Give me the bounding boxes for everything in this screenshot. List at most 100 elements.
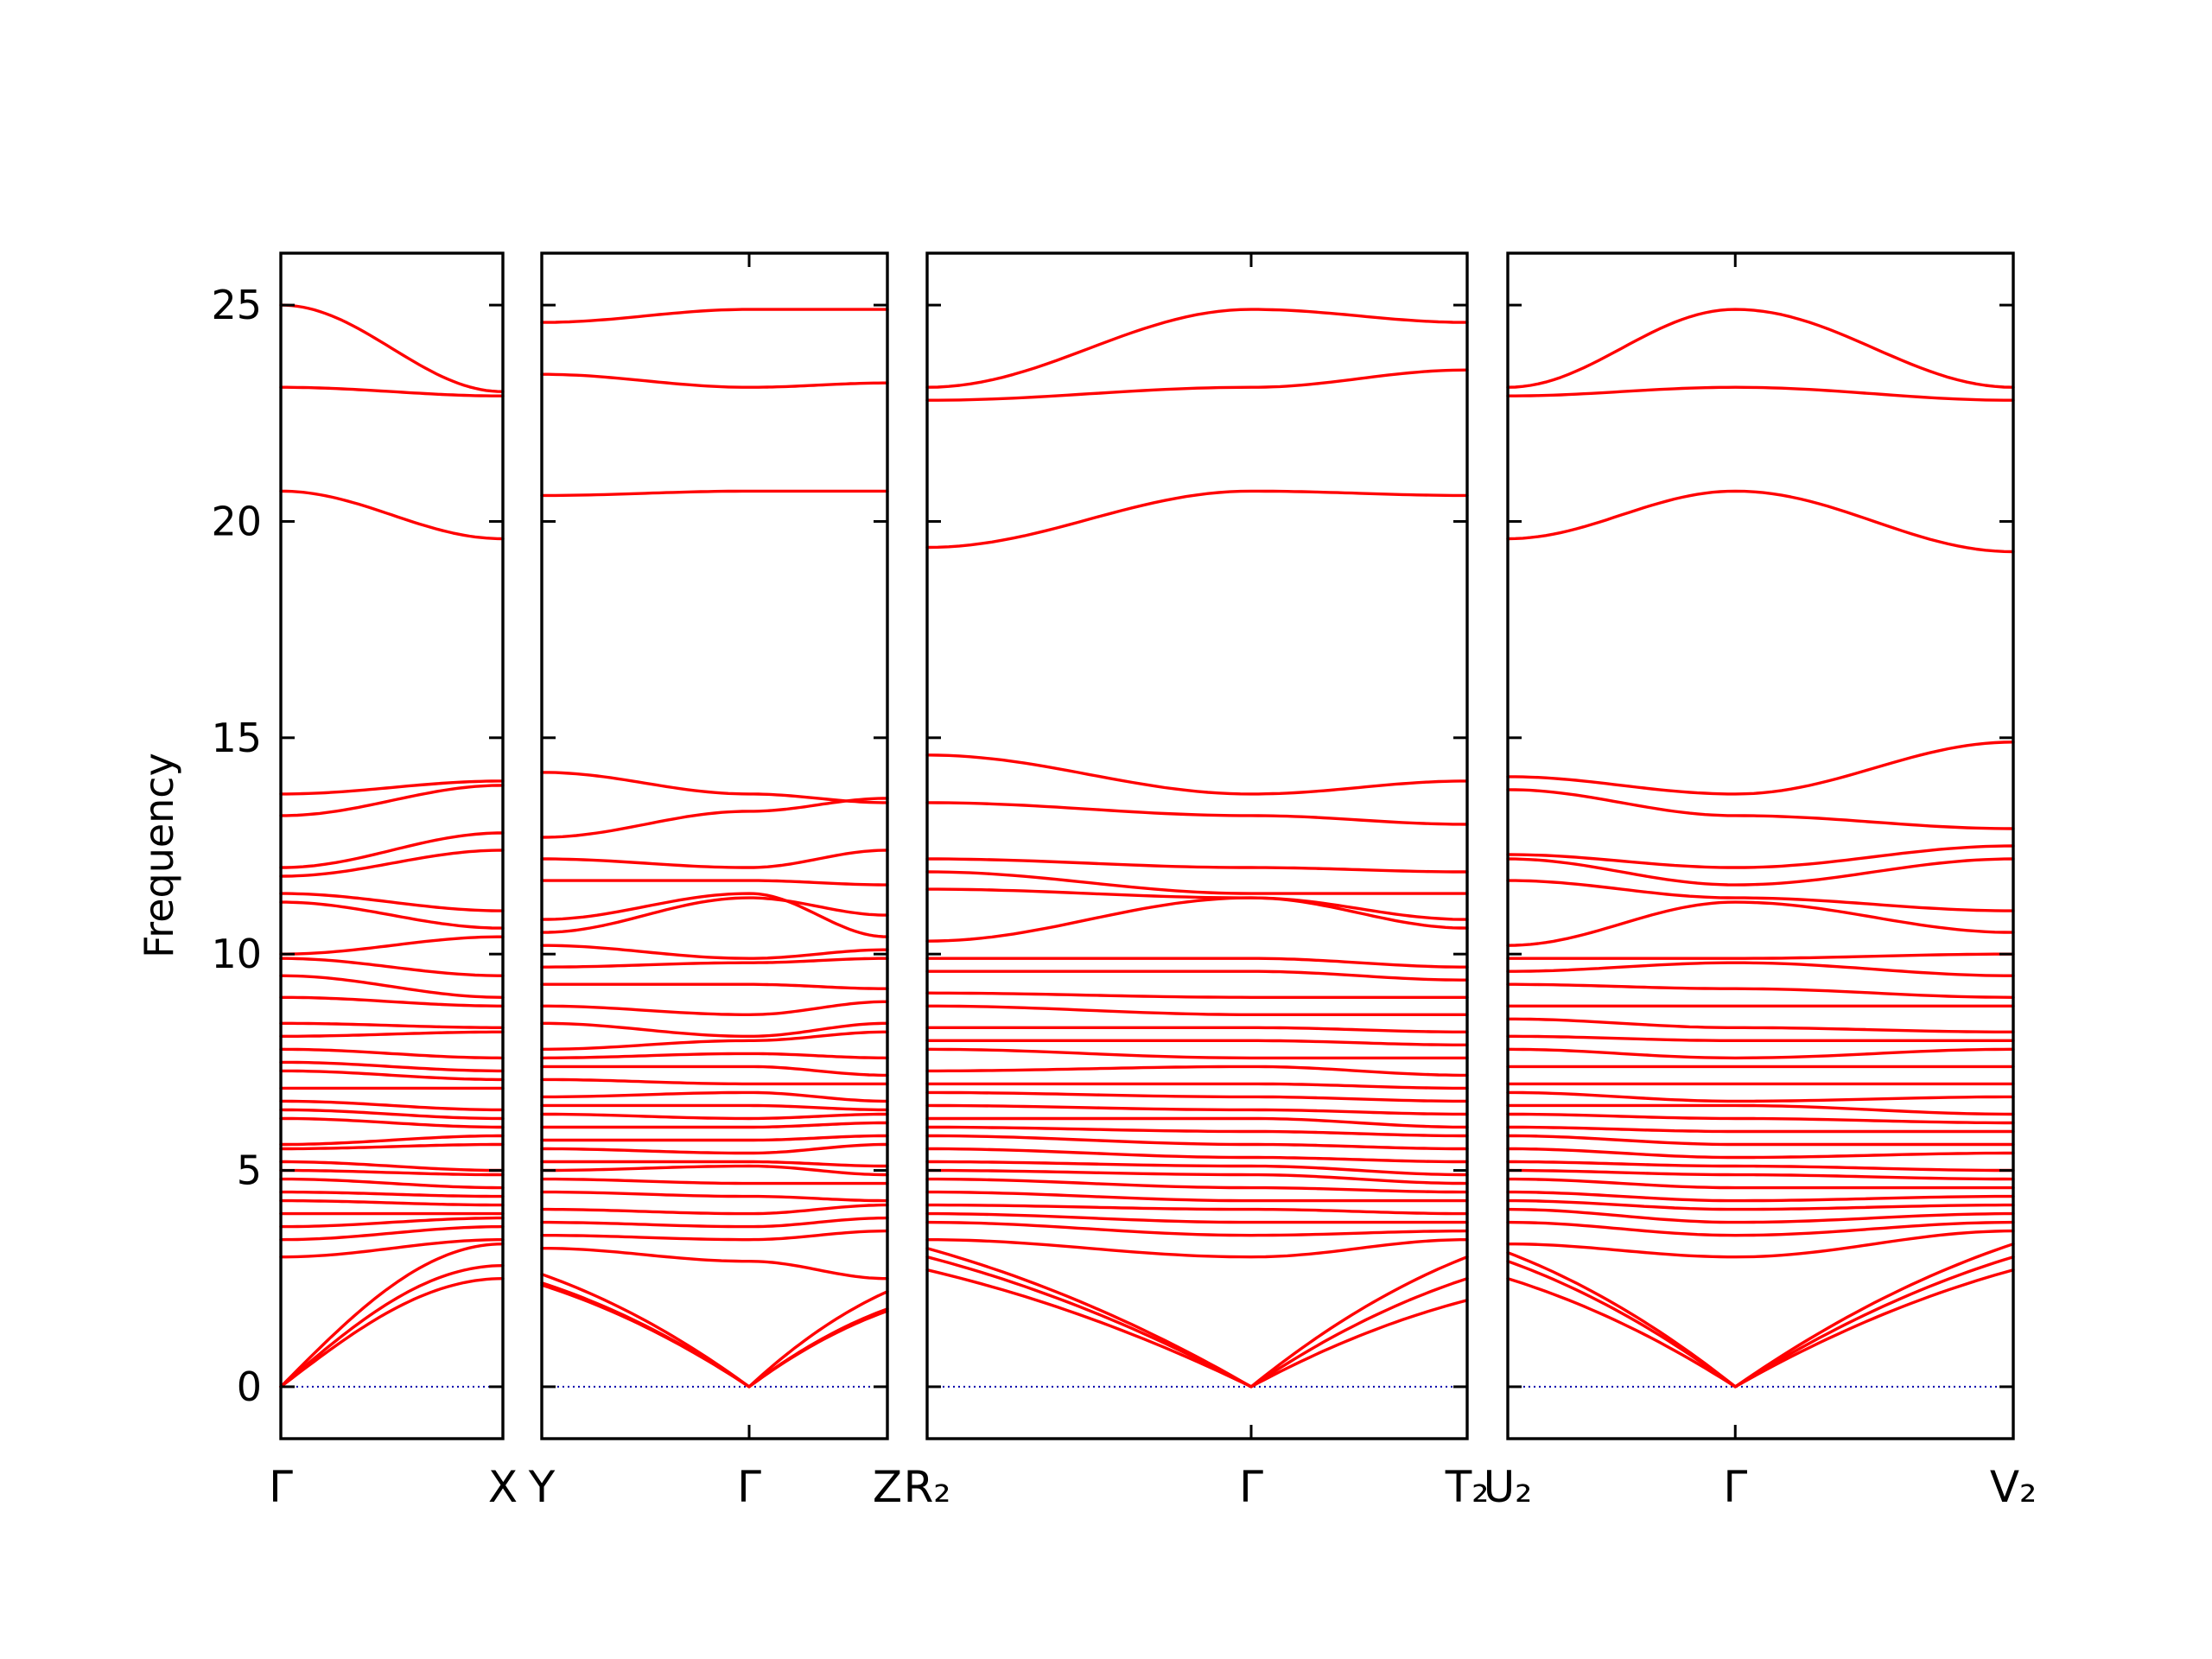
phonon-band [925, 1065, 1469, 1077]
phonon-band [540, 1121, 889, 1129]
y-tick-label: 25 [211, 282, 262, 328]
phonon-band [1506, 952, 2015, 960]
phonon-band [925, 1004, 1469, 1016]
phonon-band [925, 1082, 1469, 1090]
phonon-band [925, 368, 1469, 402]
phonon-band [1506, 1147, 2015, 1160]
phonon-band [1506, 1229, 2015, 1259]
phonon-band [540, 1065, 889, 1077]
phonon-band [1506, 1190, 2015, 1203]
phonon-band [279, 784, 505, 817]
phonon-band [1506, 489, 2015, 554]
phonon-band [279, 1177, 505, 1190]
phonon-band [279, 1116, 505, 1129]
phonon-band [279, 385, 505, 397]
phonon-band [279, 1108, 505, 1121]
phonon-band [1506, 741, 2015, 796]
y-axis: 0 5 10 15 20 25 [211, 282, 262, 1410]
phonon-band [540, 797, 889, 839]
phonon-band [1506, 1112, 2015, 1125]
phonon-band [279, 1099, 505, 1112]
phonon-band [540, 1134, 889, 1142]
phonon-band [1506, 1034, 2015, 1042]
phonon-band [540, 1021, 889, 1038]
phonon-band [925, 870, 1469, 895]
phonon-band [540, 1164, 889, 1177]
phonon-band [540, 771, 889, 804]
phonon-band [1506, 982, 2015, 999]
phonon-band [925, 1116, 1469, 1129]
phonon-band [540, 892, 889, 938]
phonon-band [925, 896, 1469, 943]
phonon-band [925, 1147, 1469, 1164]
phonon-band [1506, 1090, 2015, 1103]
phonon-band [1506, 1177, 2015, 1190]
phonon-band [1506, 900, 2015, 947]
phonon-band [925, 1047, 1469, 1060]
phonon-band [925, 1160, 1469, 1177]
phonon-band [279, 957, 505, 977]
phonon-band [540, 1190, 889, 1203]
phonon-band [540, 1090, 889, 1103]
phonon-band [279, 995, 505, 1007]
phonon-band [925, 753, 1469, 796]
phonon-band [925, 801, 1469, 826]
phonon-band [925, 1255, 1469, 1389]
y-tick-label: 20 [211, 498, 262, 544]
phonon-band [540, 957, 889, 969]
phonon-band [279, 1264, 505, 1389]
band-panel-4: U₂ Γ V₂ [1484, 251, 2037, 1512]
phonon-band [925, 1190, 1469, 1203]
phonon-band [540, 1247, 889, 1281]
phonon-band [1506, 1103, 2015, 1116]
phonon-band [1506, 1243, 2015, 1389]
phonon-band [1506, 1268, 2015, 1389]
phonon-band [1506, 1220, 2015, 1237]
k-point-label: T₂ [1445, 1462, 1490, 1512]
phonon-band [279, 1198, 505, 1207]
phonon-band [925, 1090, 1469, 1103]
phonon-band [279, 831, 505, 869]
panel-frame [540, 251, 889, 1440]
phonon-band [279, 303, 505, 393]
phonon-band [1506, 1255, 2015, 1389]
k-point-label: Γ [269, 1462, 293, 1512]
phonon-band [925, 1220, 1469, 1237]
band-panel-3: R₂ Γ T₂ [904, 251, 1490, 1512]
phonon-band [925, 1026, 1469, 1033]
phonon-band [1506, 1207, 2015, 1224]
phonon-band [279, 1238, 505, 1259]
phonon-band [540, 1000, 889, 1016]
phonon-band [279, 1060, 505, 1073]
phonon-band [540, 1030, 889, 1051]
phonon-band [540, 982, 889, 990]
phonon-band [279, 489, 505, 541]
panel-frame [925, 251, 1469, 1440]
phonon-band [279, 974, 505, 999]
phonon-band [540, 1283, 889, 1389]
phonon-band [540, 1177, 889, 1185]
phonon-band [925, 857, 1469, 874]
phonon-band [279, 900, 505, 930]
phonon-band [540, 1203, 889, 1216]
phonon-band [1506, 857, 2015, 887]
phonon-band [279, 1216, 505, 1229]
phonon-band [1506, 1198, 2015, 1211]
phonon-band [279, 849, 505, 878]
phonon-band [540, 849, 889, 869]
panel-frame [1506, 251, 2015, 1440]
phonon-band [925, 308, 1469, 389]
k-point-label: V₂ [1990, 1462, 2037, 1512]
phonon-band [925, 1211, 1469, 1224]
y-axis-label: Frequency [136, 753, 182, 958]
phonon-band [279, 1224, 505, 1242]
k-point-label: R₂ [904, 1462, 951, 1512]
phonon-band [1506, 1160, 2015, 1173]
y-tick-label: 15 [211, 715, 262, 761]
phonon-band [279, 1243, 505, 1389]
phonon-band [540, 944, 889, 960]
phonon-band [925, 489, 1469, 550]
